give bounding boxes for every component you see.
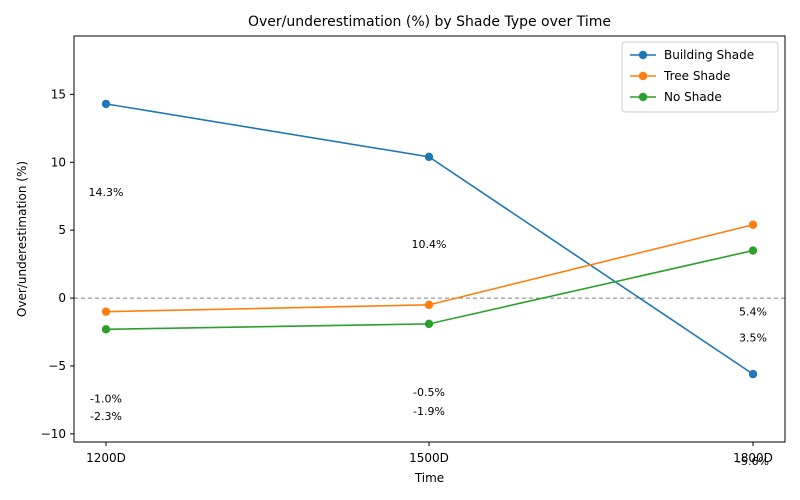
data-label-building-shade: 10.4% <box>412 238 447 251</box>
data-point-tree-shade <box>101 307 111 316</box>
data-label-building-shade: 14.3% <box>89 186 124 199</box>
y-tick-label: 10 <box>51 155 66 169</box>
x-tick-label: 1200D <box>86 451 126 465</box>
data-point-building-shade <box>101 99 111 109</box>
plot-area: 14.3% 10.4% -5.6% -1.0% -0.5% 5.4% -2.3% -1.9% 3… <box>41 35 786 468</box>
legend: Building Shade Tree Shade No Shade <box>621 41 779 113</box>
data-point-no-shade <box>424 319 434 329</box>
x-tick-label: 1800D <box>733 451 773 465</box>
legend-label-building-shade: Building Shade <box>664 48 754 62</box>
legend-marker-building-shade <box>638 50 648 60</box>
x-axis-label: Time <box>414 471 444 485</box>
data-point-no-shade <box>101 325 111 334</box>
data-point-tree-shade <box>424 300 434 310</box>
chart-title: Over/underestimation (%) by Shade Type o… <box>248 14 611 30</box>
data-point-no-shade <box>748 246 758 255</box>
legend-label-no-shade: No Shade <box>664 90 722 104</box>
data-point-building-shade <box>748 369 758 379</box>
data-label-no-shade: -2.3% <box>90 410 122 423</box>
legend-marker-no-shade <box>638 92 648 102</box>
y-tick-label: 15 <box>51 87 66 101</box>
data-label-no-shade: -1.9% <box>413 405 445 418</box>
y-tick-label: −5 <box>48 359 66 373</box>
data-label-tree-shade: -1.0% <box>90 393 122 406</box>
legend-box <box>621 41 779 113</box>
y-axis-label: Over/underestimation (%) <box>15 161 29 317</box>
data-label-no-shade: 3.5% <box>739 331 767 344</box>
legend-label-tree-shade: Tree Shade <box>663 69 730 83</box>
data-point-tree-shade <box>748 220 758 229</box>
data-point-building-shade <box>424 152 434 162</box>
y-tick-label: 5 <box>58 223 66 237</box>
data-label-building-shade: -5.6% <box>737 455 769 468</box>
x-tick-label: 1500D <box>409 451 449 465</box>
series-line-no-shade <box>105 249 754 331</box>
legend-marker-tree-shade <box>638 71 648 81</box>
y-tick-label: 0 <box>58 291 66 305</box>
data-label-tree-shade: 5.4% <box>739 306 767 319</box>
y-tick-label: −10 <box>41 427 66 441</box>
data-label-tree-shade: -0.5% <box>413 386 445 399</box>
